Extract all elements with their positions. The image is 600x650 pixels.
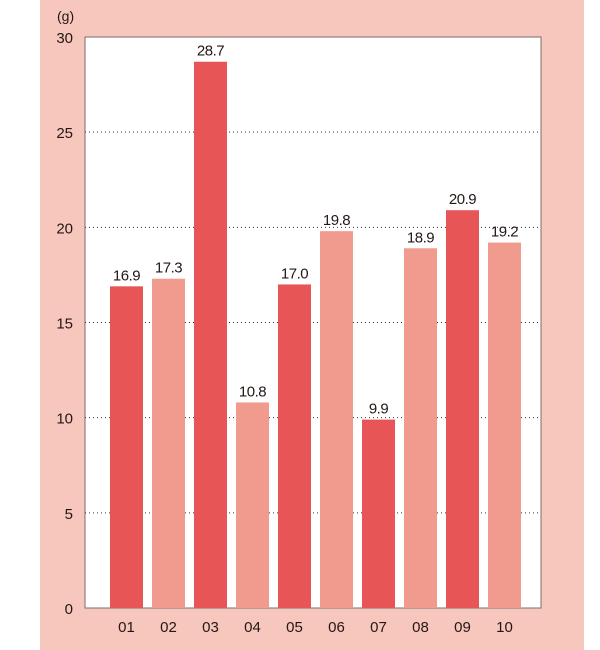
y-tick-label: 5 — [65, 506, 73, 523]
data-label: 17.3 — [155, 260, 182, 277]
bar-03 — [194, 61, 227, 608]
y-tick-label: 15 — [56, 316, 73, 333]
y-tick-label: 0 — [65, 601, 73, 618]
y-tick-label: 25 — [56, 125, 73, 142]
bar-04 — [236, 402, 269, 608]
data-label: 16.9 — [113, 267, 140, 284]
data-label: 19.2 — [491, 224, 518, 241]
bar-09 — [446, 210, 479, 608]
y-tick-label: 30 — [56, 30, 73, 47]
y-tick-label: 20 — [56, 220, 73, 237]
x-tick-label: 06 — [328, 619, 345, 636]
unit-label: (g) — [57, 8, 74, 24]
x-tick-label: 03 — [202, 619, 219, 636]
bar-05 — [278, 284, 311, 608]
data-label: 18.9 — [407, 229, 434, 246]
bar-08 — [404, 248, 437, 608]
data-label: 10.8 — [239, 383, 266, 400]
x-tick-label: 02 — [160, 619, 177, 636]
x-tick-label: 05 — [286, 619, 303, 636]
bar-01 — [110, 286, 143, 608]
bar-07 — [362, 419, 395, 608]
data-label: 17.0 — [281, 265, 308, 282]
x-tick-label: 08 — [412, 619, 429, 636]
x-tick-label: 04 — [244, 619, 261, 636]
data-label: 28.7 — [197, 43, 224, 60]
x-tick-label: 01 — [118, 619, 135, 636]
data-label: 20.9 — [449, 191, 476, 208]
y-tick-label: 10 — [56, 411, 73, 428]
bar-10 — [488, 242, 521, 608]
bar-06 — [320, 231, 353, 608]
x-tick-label: 09 — [454, 619, 471, 636]
data-label: 19.8 — [323, 212, 350, 229]
bar-02 — [152, 278, 185, 608]
x-tick-label: 10 — [496, 619, 513, 636]
x-tick-label: 07 — [370, 619, 387, 636]
data-label: 9.9 — [369, 401, 389, 418]
